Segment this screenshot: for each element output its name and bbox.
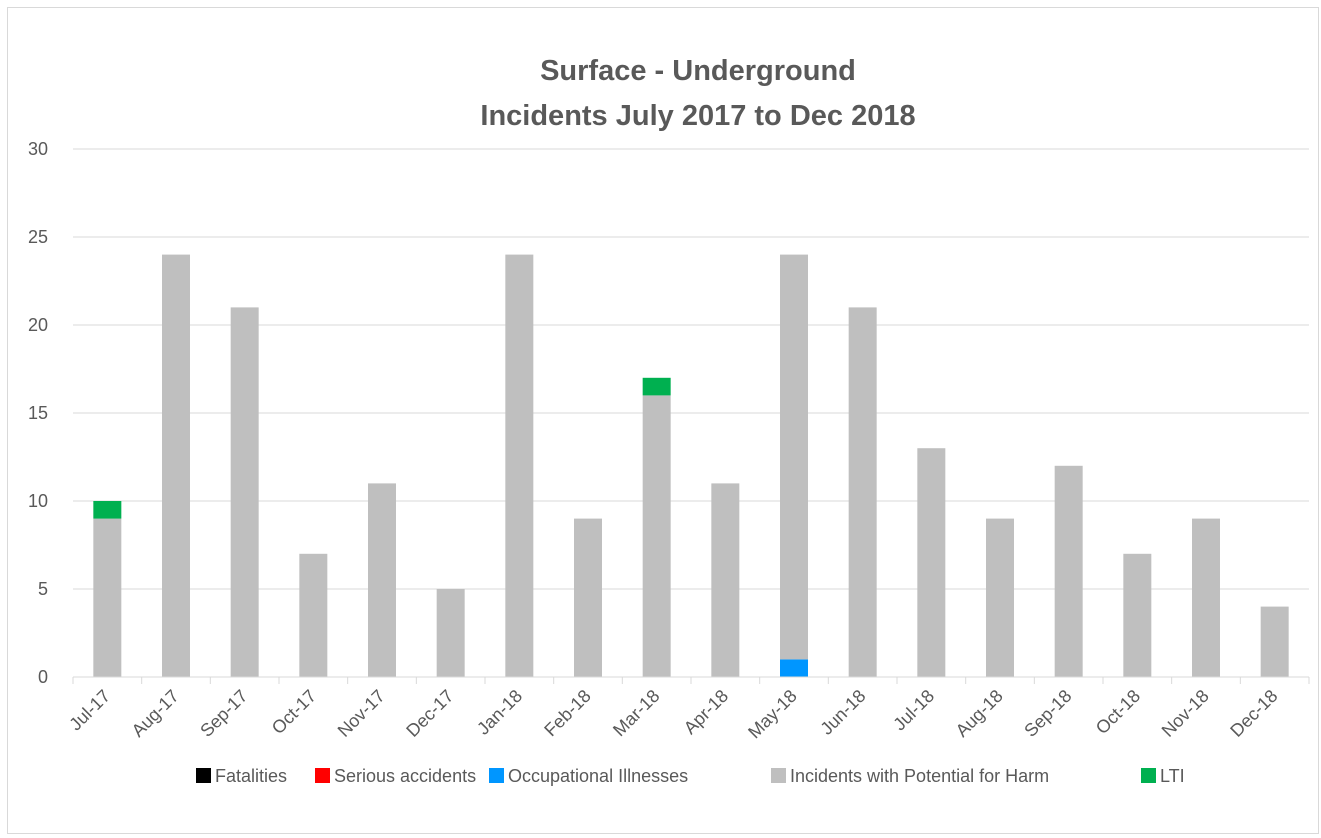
- bar-segment: [93, 501, 122, 519]
- x-tick-label: Sep-17: [196, 686, 251, 741]
- gridlines: [73, 148, 1309, 590]
- bar-segment: [230, 307, 259, 677]
- bar-segment: [986, 518, 1014, 677]
- legend-swatch: [489, 768, 504, 783]
- x-tick-label: Jun-18: [816, 686, 869, 739]
- x-tick-label: Mar-18: [609, 686, 663, 740]
- y-tick-label: 10: [28, 491, 48, 511]
- bar-segment: [711, 483, 740, 677]
- x-tick-label: Oct-17: [268, 686, 320, 738]
- legend-label: Occupational Illnesses: [508, 766, 688, 786]
- bar-segment: [917, 448, 946, 677]
- bar-segment: [299, 553, 328, 677]
- x-tick-label: Aug-18: [952, 686, 1007, 741]
- bar-segment: [368, 483, 396, 677]
- x-tick-label: Dec-18: [1226, 686, 1281, 741]
- y-tick-label: 5: [38, 579, 48, 599]
- bar-segment: [574, 518, 602, 677]
- legend-swatch: [1141, 768, 1156, 783]
- x-tick-label: Jul-17: [65, 686, 114, 735]
- bar-segment: [1260, 606, 1289, 677]
- y-tick-label: 15: [28, 403, 48, 423]
- legend-label: LTI: [1160, 766, 1185, 786]
- y-tick-label: 30: [28, 139, 48, 159]
- bar-segment: [162, 254, 190, 677]
- legend-swatch: [771, 768, 786, 783]
- x-tick-label: Aug-17: [128, 686, 183, 741]
- x-tick-label: Jan-18: [473, 686, 526, 739]
- bar-segment: [780, 659, 808, 677]
- x-tick-label: Nov-18: [1158, 686, 1213, 741]
- x-axis-tick-labels: Jul-17 Aug-17 Sep-17 Oct-17 Nov-17 Dec-17 Jan-…: [65, 677, 1310, 743]
- y-tick-label: 20: [28, 315, 48, 335]
- x-tick-label: Apr-18: [680, 686, 732, 738]
- legend-swatch: [315, 768, 330, 783]
- bar-segment: [642, 377, 671, 396]
- bar-segment: [848, 307, 877, 677]
- chart-title-line-1: Surface - Underground: [540, 55, 856, 87]
- y-axis-tick-labels: 0 5 10 15 20 25 30: [28, 139, 48, 687]
- bar-segment: [93, 518, 122, 677]
- legend-label: Serious accidents: [334, 766, 476, 786]
- legend-swatch: [196, 768, 211, 783]
- x-tick-label: Oct-18: [1092, 686, 1144, 738]
- bar-segment: [505, 254, 534, 677]
- bar-segment: [1192, 518, 1220, 677]
- x-tick-label: May-18: [744, 686, 801, 743]
- x-tick-label: Sep-18: [1020, 686, 1075, 741]
- bar-segment: [1054, 465, 1083, 677]
- legend-label: Incidents with Potential for Harm: [790, 766, 1049, 786]
- bar-segment: [436, 589, 465, 677]
- bar-segment: [1123, 553, 1152, 677]
- bar-segment: [780, 254, 808, 660]
- x-tick-label: Feb-18: [540, 686, 594, 740]
- x-tick-label: Jul-18: [889, 686, 938, 735]
- legend-label: Fatalities: [215, 766, 287, 786]
- y-tick-label: 0: [38, 667, 48, 687]
- y-tick-label: 25: [28, 227, 48, 247]
- x-tick-label: Nov-17: [334, 686, 389, 741]
- legend: Fatalities Serious accidents Occupational …: [196, 766, 1185, 786]
- chart-title-line-2: Incidents July 2017 to Dec 2018: [480, 100, 915, 132]
- bars: [93, 254, 1289, 677]
- x-tick-label: Dec-17: [402, 686, 457, 741]
- bar-segment: [642, 395, 671, 677]
